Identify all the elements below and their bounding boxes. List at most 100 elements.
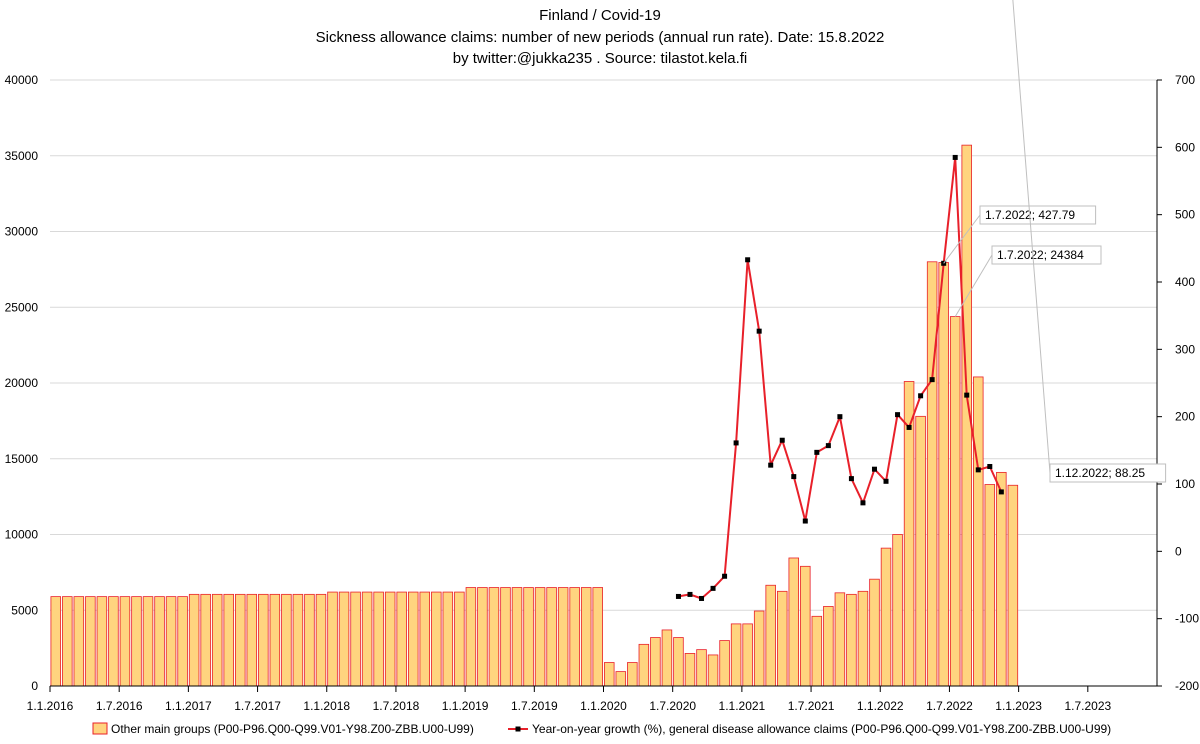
line-point <box>687 591 693 597</box>
bar <box>834 592 846 687</box>
bar <box>477 587 488 687</box>
x-tick-label: 1.1.2020 <box>580 699 627 713</box>
bar <box>269 593 281 687</box>
bar <box>996 471 1007 687</box>
line-point <box>883 478 889 484</box>
bar <box>857 590 869 687</box>
bar <box>707 654 719 687</box>
legend-bar-label: Other main groups (P00-P96.Q00-Q99.V01-Y… <box>111 722 474 736</box>
line-point <box>779 437 785 443</box>
bar <box>534 587 546 687</box>
y-right-tick-label: 500 <box>1175 208 1195 222</box>
bar <box>569 587 580 687</box>
y-right-tick-label: 200 <box>1175 410 1195 424</box>
line-point <box>745 257 751 263</box>
legend: Other main groups (P00-P96.Q00-Q99.V01-Y… <box>92 722 1111 736</box>
bar <box>742 623 753 687</box>
bar <box>235 593 246 687</box>
bar <box>926 261 938 687</box>
callout-label: 1.12.2022; 88.25 <box>1055 466 1145 480</box>
legend-line-label: Year-on-year growth (%), general disease… <box>532 722 1111 736</box>
chart-title-line-2: Sickness allowance claims: number of new… <box>316 29 885 46</box>
callout-leader <box>943 214 981 264</box>
bar <box>96 596 108 687</box>
bar <box>154 596 165 687</box>
y-left-tick-label: 10000 <box>5 528 39 542</box>
line-point <box>675 593 681 599</box>
bar <box>73 596 85 687</box>
axes: 0500010000150002000025000300003500040000… <box>5 73 1200 713</box>
line-point <box>929 377 935 383</box>
bar <box>407 591 419 687</box>
line-point <box>791 474 797 480</box>
bar <box>211 593 223 687</box>
y-right-tick-label: -100 <box>1175 612 1199 626</box>
bar <box>869 578 880 687</box>
line-point <box>918 393 924 399</box>
bar <box>396 591 407 687</box>
bar <box>454 591 465 687</box>
bar <box>258 593 269 687</box>
callout-leader <box>954 254 993 317</box>
x-tick-label: 1.7.2017 <box>234 699 281 713</box>
line-point <box>987 463 993 469</box>
y-right-tick-label: -200 <box>1175 679 1199 693</box>
y-left-tick-label: 40000 <box>5 73 39 87</box>
bar <box>546 587 557 687</box>
line-point <box>975 467 981 473</box>
bar <box>684 653 696 687</box>
bar <box>177 596 188 687</box>
bar <box>650 637 661 687</box>
gridlines <box>50 79 1157 611</box>
bar <box>938 262 949 687</box>
x-tick-label: 1.7.2019 <box>511 699 558 713</box>
line-point <box>710 585 716 591</box>
bar <box>119 596 131 687</box>
line-point <box>699 595 705 601</box>
bar <box>188 593 200 687</box>
bar <box>696 649 707 687</box>
bar <box>419 591 431 687</box>
line-point <box>848 476 854 482</box>
bar <box>523 587 534 687</box>
bar <box>327 591 338 687</box>
bar <box>223 593 234 687</box>
line-point <box>814 449 820 455</box>
x-tick-label: 1.1.2019 <box>442 699 489 713</box>
x-tick-label: 1.1.2016 <box>27 699 74 713</box>
bar <box>880 547 892 687</box>
bar <box>131 596 142 687</box>
bar <box>85 596 96 687</box>
x-tick-label: 1.1.2018 <box>303 699 350 713</box>
bar <box>604 662 615 687</box>
bar <box>638 643 650 687</box>
y-left-tick-label: 5000 <box>11 603 38 617</box>
x-tick-label: 1.1.2017 <box>165 699 212 713</box>
legend-bar-swatch <box>92 722 108 735</box>
bar <box>431 591 442 687</box>
bar <box>338 591 350 687</box>
bar <box>200 593 211 687</box>
bar <box>800 565 811 687</box>
bar <box>62 596 73 687</box>
bar <box>846 593 857 687</box>
bar <box>730 623 742 687</box>
bar <box>719 640 730 687</box>
x-tick-label: 1.1.2022 <box>857 699 904 713</box>
bar <box>580 587 592 687</box>
callout-leader <box>1012 0 1051 474</box>
callout-box <box>1049 463 1167 483</box>
bar <box>142 596 154 687</box>
bar <box>627 662 638 687</box>
bar <box>304 593 315 687</box>
x-tick-label: 1.1.2021 <box>719 699 766 713</box>
y-right-tick-label: 600 <box>1175 140 1195 154</box>
bar <box>973 376 984 687</box>
y-left-tick-label: 25000 <box>5 300 39 314</box>
bar <box>361 591 373 687</box>
line-point <box>825 443 831 449</box>
bar <box>753 610 765 687</box>
line-point <box>768 462 774 468</box>
y-left-tick-label: 35000 <box>5 149 39 163</box>
